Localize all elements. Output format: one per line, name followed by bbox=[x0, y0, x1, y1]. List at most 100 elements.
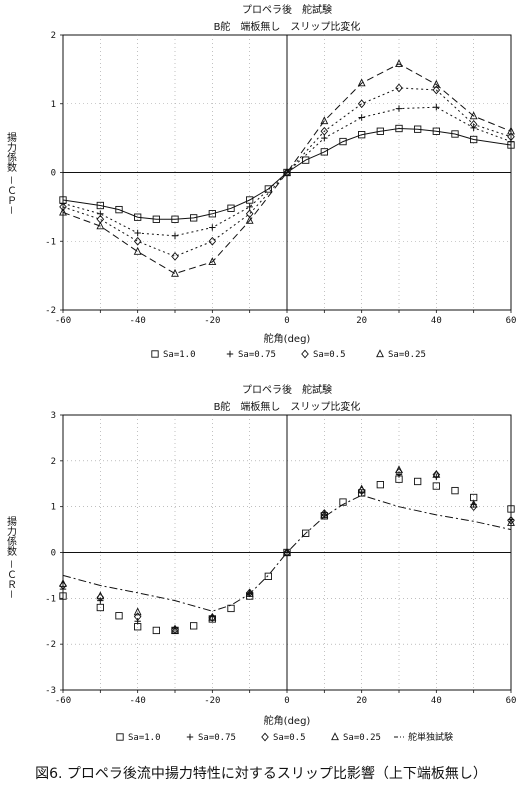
data-point bbox=[227, 604, 235, 613]
data-point bbox=[507, 518, 515, 526]
data-point bbox=[115, 612, 123, 620]
legend-label: Sa=1.0 bbox=[128, 733, 161, 743]
data-point bbox=[432, 482, 440, 490]
data-point bbox=[376, 481, 384, 489]
data-point bbox=[358, 131, 366, 139]
data-point bbox=[414, 125, 422, 133]
legend-marker-square bbox=[116, 733, 124, 741]
series-line bbox=[62, 494, 512, 612]
data-point bbox=[190, 622, 198, 630]
x-axis-label: 舵角(deg) bbox=[264, 332, 311, 345]
legend-label: Sa=0.5 bbox=[273, 733, 306, 743]
data-point bbox=[152, 626, 160, 635]
y-tick-label: 2 bbox=[51, 31, 56, 41]
data-point bbox=[320, 510, 329, 519]
data-point bbox=[208, 613, 217, 622]
data-point bbox=[507, 516, 515, 525]
legend-marker-triangle bbox=[331, 732, 339, 741]
y-tick-label: 0 bbox=[51, 169, 56, 179]
data-point bbox=[96, 201, 104, 210]
data-point bbox=[395, 105, 403, 112]
data-point bbox=[358, 114, 365, 121]
legend-marker-square bbox=[151, 350, 159, 358]
legend-item: Sa=0.5 bbox=[301, 349, 346, 360]
data-point bbox=[245, 215, 254, 224]
data-point bbox=[358, 489, 365, 497]
data-point bbox=[414, 477, 422, 486]
x-tick-label: 60 bbox=[506, 316, 517, 326]
data-point bbox=[59, 592, 67, 600]
legend-marker-diamond bbox=[301, 349, 309, 359]
legend-label: Sa=0.25 bbox=[343, 733, 381, 743]
legend-item: Sa=0.5 bbox=[261, 732, 306, 743]
y-tick-label: -1 bbox=[45, 237, 56, 247]
data-point bbox=[302, 156, 310, 164]
data-point bbox=[432, 469, 441, 478]
x-tick-label: -20 bbox=[204, 696, 220, 706]
legend-label: Sa=1.0 bbox=[163, 350, 196, 360]
legend-item: Sa=1.0 bbox=[151, 350, 196, 360]
y-tick-label: 2 bbox=[51, 457, 56, 467]
data-point bbox=[395, 59, 403, 68]
data-point bbox=[433, 103, 440, 111]
data-point bbox=[507, 126, 515, 135]
data-point bbox=[171, 625, 179, 634]
y-tick-label: -2 bbox=[45, 306, 56, 316]
legend-label: Sa=0.75 bbox=[198, 733, 236, 743]
figure-caption: 図6. プロペラ後流中揚力特性に対するスリップ比影響（上下端板無し） bbox=[35, 765, 487, 782]
data-point bbox=[133, 607, 142, 616]
chart-subtitle: B舵 端板無し スリップ比変化 bbox=[214, 400, 361, 413]
data-point bbox=[283, 548, 291, 557]
y-tick-label: -2 bbox=[45, 640, 56, 650]
data-point bbox=[115, 205, 123, 214]
y-axis-label: 揚力係数 －ＣＰ－ bbox=[5, 131, 17, 215]
y-tick-label: 1 bbox=[51, 100, 56, 110]
data-point bbox=[283, 167, 291, 176]
data-point bbox=[432, 127, 440, 135]
x-tick-label: -40 bbox=[130, 696, 146, 706]
series-1 bbox=[59, 475, 515, 635]
data-point bbox=[507, 138, 515, 145]
legend-label: Sa=0.5 bbox=[313, 350, 346, 360]
data-point bbox=[96, 603, 104, 612]
data-point bbox=[152, 215, 160, 223]
legend-marker-triangle bbox=[376, 349, 384, 358]
data-point bbox=[302, 529, 310, 537]
data-point bbox=[208, 612, 217, 621]
legend-item: Sa=0.75 bbox=[186, 733, 236, 743]
x-tick-label: -60 bbox=[55, 316, 71, 326]
data-point bbox=[320, 148, 328, 156]
data-point bbox=[321, 134, 328, 142]
data-point bbox=[507, 132, 515, 142]
data-point bbox=[283, 547, 291, 556]
legend-marker-plus bbox=[186, 733, 194, 741]
data-point bbox=[134, 229, 141, 237]
legend-label: Sa=0.25 bbox=[388, 350, 426, 360]
y-tick-label: -3 bbox=[45, 686, 56, 696]
data-point bbox=[357, 484, 366, 493]
data-point bbox=[208, 257, 217, 266]
legend-label: Sa=0.75 bbox=[238, 350, 276, 360]
y-tick-label: -1 bbox=[45, 594, 56, 604]
data-point bbox=[470, 135, 478, 144]
data-point bbox=[339, 137, 347, 146]
data-point bbox=[246, 203, 253, 211]
data-point bbox=[209, 224, 216, 231]
data-point bbox=[133, 236, 142, 246]
data-point bbox=[357, 78, 366, 87]
data-point bbox=[59, 202, 67, 212]
chart-title: プロペラ後 舵試験 bbox=[242, 383, 332, 396]
data-point bbox=[432, 470, 441, 479]
x-tick-label: 0 bbox=[284, 316, 289, 326]
x-tick-label: 20 bbox=[356, 316, 367, 326]
data-point bbox=[171, 268, 179, 277]
legend-item: Sa=0.25 bbox=[376, 349, 426, 360]
x-tick-label: -20 bbox=[204, 316, 220, 326]
data-point bbox=[96, 591, 105, 600]
data-point bbox=[171, 232, 179, 239]
x-tick-label: -40 bbox=[130, 316, 146, 326]
chart-title: プロペラ後 舵試験 bbox=[242, 3, 332, 16]
series-3 bbox=[59, 83, 515, 261]
